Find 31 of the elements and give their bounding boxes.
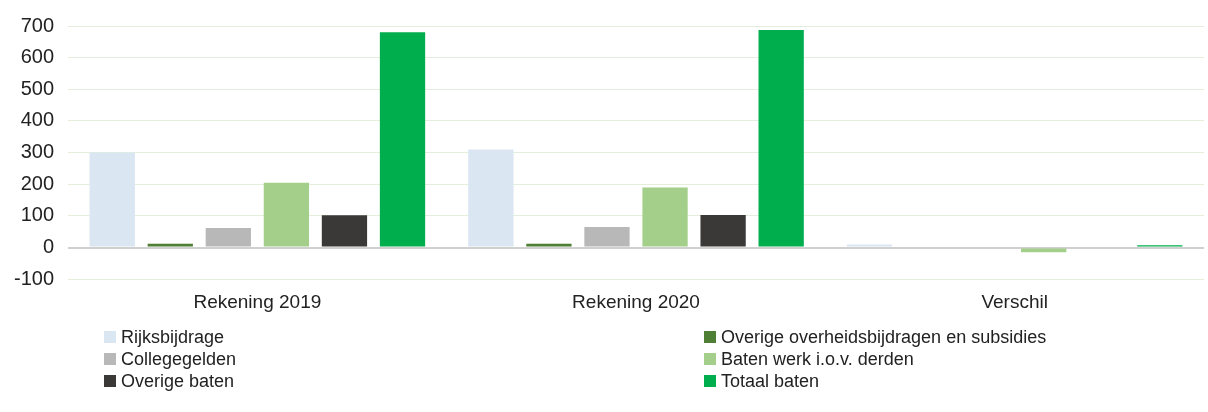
bar	[846, 244, 893, 247]
bar	[468, 149, 514, 247]
bar	[205, 227, 251, 247]
bar	[89, 152, 135, 247]
bar	[642, 187, 688, 247]
bar	[758, 30, 804, 247]
y-tick-label: 400	[20, 108, 55, 131]
y-tick-label: 500	[20, 76, 55, 99]
bar	[321, 215, 368, 247]
bar	[147, 243, 193, 247]
legend-label: Rijksbijdrage	[121, 326, 225, 348]
x-tick-label: Rekening 2019	[193, 290, 322, 312]
legend-label: Totaal baten	[721, 370, 820, 392]
bar	[584, 226, 630, 247]
legend-label: Collegegelden	[121, 348, 237, 370]
y-tick-label: 0	[42, 235, 55, 258]
bar	[526, 243, 572, 247]
legend-label: Overige baten	[121, 370, 235, 392]
bar	[700, 214, 746, 247]
y-tick-label: 300	[20, 140, 55, 163]
bar	[263, 182, 310, 247]
y-tick-label: 600	[20, 45, 55, 68]
x-tick-label: Rekening 2020	[572, 290, 700, 312]
y-tick-label: 100	[20, 203, 55, 226]
bar	[379, 32, 426, 247]
x-tick-label: Verschil	[981, 290, 1048, 312]
legend-label: Baten werk i.o.v. derden	[721, 348, 914, 370]
y-tick-label: -100	[14, 266, 55, 289]
y-tick-label: 200	[20, 171, 55, 194]
y-tick-label: 700	[20, 13, 55, 36]
legend-label: Overige overheidsbijdragen en subsidies	[721, 326, 1047, 348]
